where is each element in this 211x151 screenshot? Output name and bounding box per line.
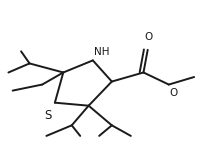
Text: O: O (145, 32, 153, 42)
Text: S: S (44, 109, 52, 122)
Text: O: O (170, 88, 178, 98)
Text: NH: NH (94, 47, 109, 57)
